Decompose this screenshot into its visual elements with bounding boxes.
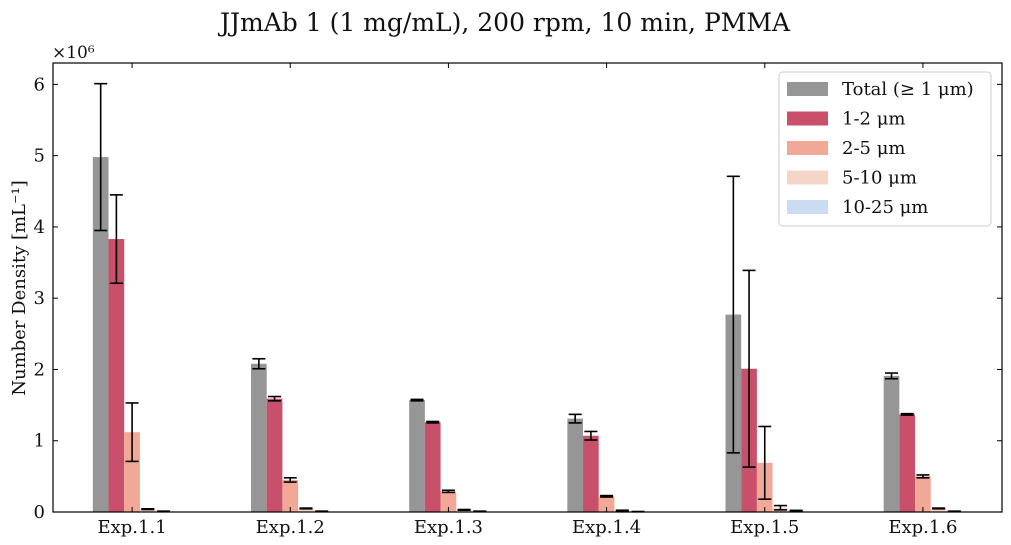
legend-swatch (787, 82, 828, 96)
error-bar (252, 357, 266, 370)
bar (139, 509, 156, 512)
error-bar (109, 194, 123, 285)
y-tick-label: 5 (34, 146, 45, 167)
bar (883, 375, 900, 512)
error-bar (141, 507, 155, 511)
error-bar (94, 82, 108, 232)
bar (930, 508, 947, 512)
x-tick-label: Exp.1.5 (730, 517, 799, 538)
x-tick-label: Exp.1.4 (572, 517, 641, 538)
y-axis-multiplier: ×10⁶ (52, 43, 95, 63)
error-bar (268, 395, 282, 402)
error-bar (885, 372, 899, 380)
x-tick-label: Exp.1.6 (888, 517, 957, 538)
bar (409, 400, 425, 512)
bar (424, 422, 441, 512)
legend: Total (≥ 1 μm) 1-2 μm 2-5 μm 5-10 μm 10-25 μ… (778, 71, 992, 227)
bar (108, 239, 125, 513)
y-tick-label: 3 (34, 288, 45, 309)
error-bar (441, 489, 455, 494)
ticks-layer: Exp.1.1 Exp.1.2 Exp.1.3 Exp.1.4 Exp.1.5 Exp.1… (34, 63, 1002, 538)
error-bar (426, 420, 440, 424)
error-bar (932, 507, 946, 510)
error-bar (900, 412, 914, 416)
y-axis-label: Number Density [mL⁻¹] (9, 180, 30, 396)
error-bar (299, 507, 313, 510)
bar (266, 398, 283, 512)
y-tick-label: 6 (34, 74, 45, 95)
bar (899, 414, 916, 512)
error-bar (410, 398, 424, 402)
error-bar (615, 509, 629, 512)
legend-swatch (787, 111, 828, 126)
plot-frame (52, 62, 1003, 513)
bar (92, 157, 109, 512)
error-bar (283, 476, 297, 483)
bar (124, 432, 140, 512)
bar (298, 508, 314, 512)
error-bar (726, 175, 740, 454)
bar (567, 418, 584, 512)
legend-swatch (787, 170, 828, 185)
legend-label: 10-25 μm (842, 197, 928, 218)
legend-label: 2-5 μm (842, 138, 905, 159)
y-tick-label: 1 (34, 431, 45, 452)
chart-title: JJmAb 1 (1 mg/mL), 200 rpm, 10 min, PMMA (217, 8, 791, 37)
legend-box (778, 71, 992, 227)
legend-swatch (787, 200, 828, 214)
legend-label: 5-10 μm (842, 168, 917, 189)
error-bar (773, 504, 787, 511)
x-tick-label: Exp.1.1 (97, 517, 166, 538)
bar (583, 435, 599, 512)
error-bar (758, 425, 772, 500)
legend-label: 1-2 μm (842, 109, 905, 130)
bar (251, 363, 267, 512)
bar (440, 491, 457, 512)
error-bar (568, 413, 582, 424)
legend-swatch (787, 141, 828, 155)
error-bar (457, 508, 471, 512)
y-tick-label: 0 (34, 502, 45, 523)
error-bar (916, 474, 930, 479)
error-bar (742, 269, 756, 468)
y-tick-label: 2 (34, 359, 45, 380)
bar (915, 476, 931, 512)
error-bar (600, 494, 614, 498)
bar (598, 496, 615, 512)
bar (282, 479, 299, 512)
y-tick-label: 4 (34, 217, 45, 238)
x-tick-label: Exp.1.3 (414, 517, 483, 538)
error-bar (584, 430, 598, 441)
error-bar (125, 402, 139, 463)
x-tick-label: Exp.1.2 (256, 517, 325, 538)
legend-label: Total (≥ 1 μm) (842, 79, 974, 100)
